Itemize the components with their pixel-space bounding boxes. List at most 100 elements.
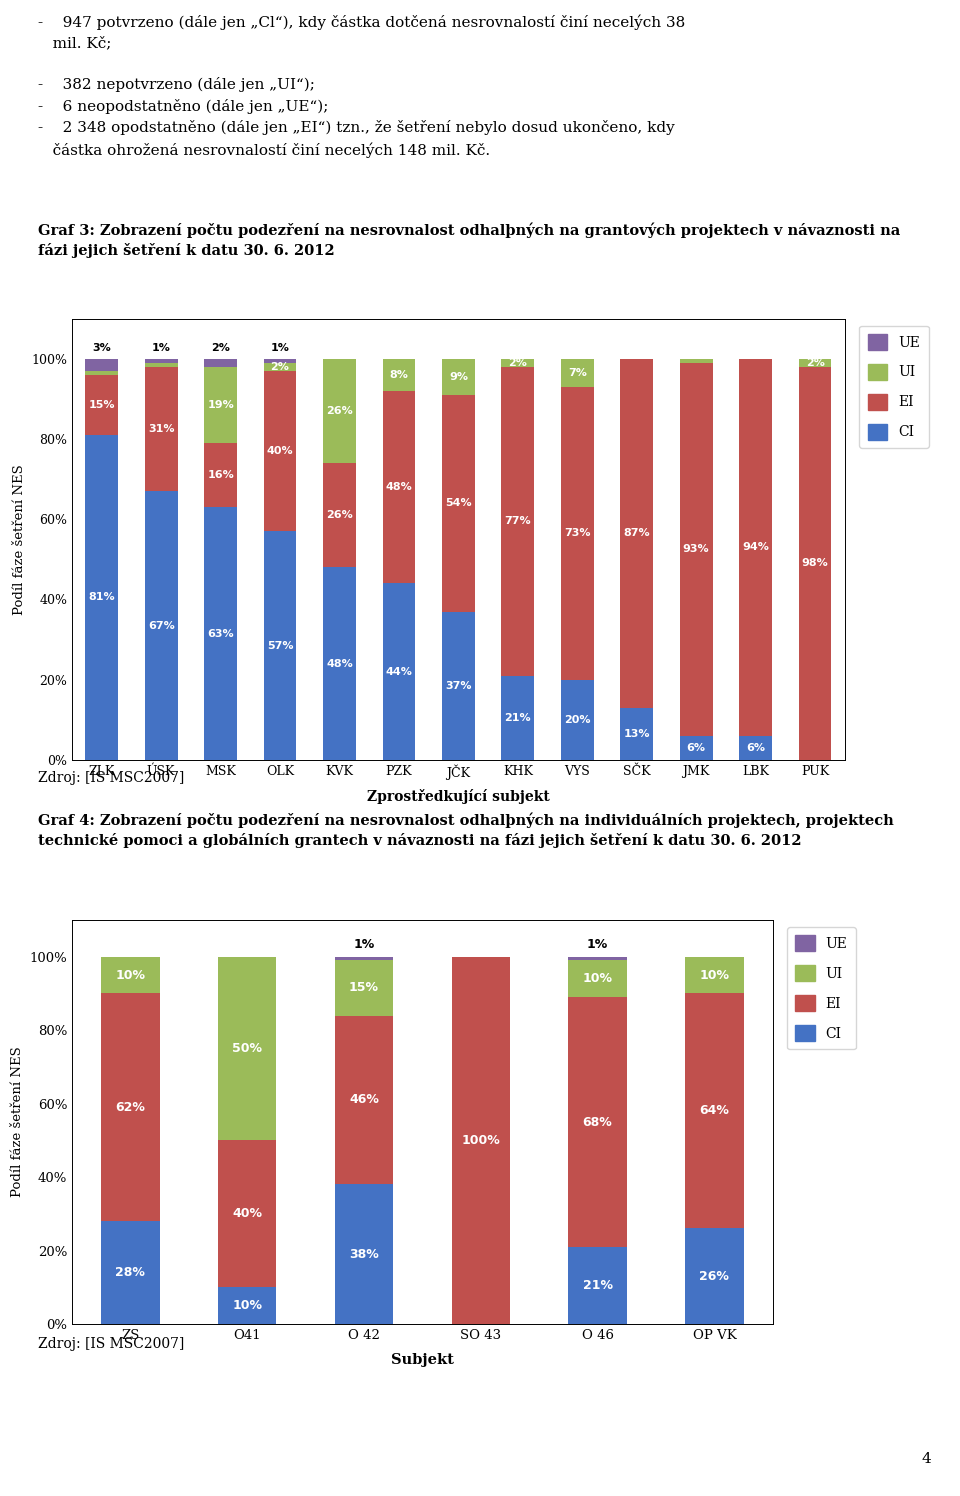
Bar <box>324 359 356 464</box>
Bar <box>501 359 534 367</box>
Text: 44%: 44% <box>386 667 413 676</box>
Bar <box>799 367 831 760</box>
Bar <box>218 1140 276 1287</box>
Text: 87%: 87% <box>623 528 650 539</box>
Bar <box>383 583 416 760</box>
Text: 31%: 31% <box>148 423 175 434</box>
X-axis label: Zprostředkující subjekt: Zprostředkující subjekt <box>367 788 550 803</box>
Text: 68%: 68% <box>583 1116 612 1128</box>
Bar <box>561 359 593 387</box>
Text: 63%: 63% <box>207 628 234 639</box>
Bar <box>568 960 627 998</box>
Text: -    947 potvrzeno (dále jen „Cl“), kdy částka dotčená nesrovnalostí činí necelý: - 947 potvrzeno (dále jen „Cl“), kdy čás… <box>38 15 685 157</box>
Bar <box>101 993 159 1221</box>
Bar <box>145 359 178 364</box>
Bar <box>101 1221 159 1324</box>
Bar <box>685 957 744 993</box>
Text: 7%: 7% <box>568 368 587 378</box>
Bar <box>335 1185 394 1324</box>
Bar <box>383 390 416 583</box>
Text: 73%: 73% <box>564 528 590 539</box>
Bar <box>145 364 178 367</box>
Text: 10%: 10% <box>232 1299 262 1312</box>
Bar <box>335 1016 394 1185</box>
Bar <box>264 371 297 531</box>
Text: 100%: 100% <box>462 1134 500 1147</box>
Bar <box>335 960 394 1016</box>
Bar <box>739 359 772 736</box>
Text: 37%: 37% <box>445 681 471 691</box>
Bar <box>561 679 593 760</box>
Text: 15%: 15% <box>349 981 379 995</box>
Bar <box>264 359 297 364</box>
Text: 2%: 2% <box>805 358 825 368</box>
Text: 28%: 28% <box>115 1266 145 1279</box>
Bar <box>85 371 118 375</box>
Bar <box>204 367 237 443</box>
Text: 48%: 48% <box>326 658 353 669</box>
Text: 77%: 77% <box>505 516 531 527</box>
Text: 57%: 57% <box>267 640 294 651</box>
Text: 54%: 54% <box>445 498 471 509</box>
Text: 1%: 1% <box>152 343 171 353</box>
Text: 9%: 9% <box>449 373 468 381</box>
Bar <box>264 364 297 371</box>
Legend: UE, UI, EI, CI: UE, UI, EI, CI <box>859 326 928 449</box>
Bar <box>324 567 356 760</box>
Text: 50%: 50% <box>232 1043 262 1055</box>
Bar <box>85 359 118 371</box>
Text: 81%: 81% <box>88 592 115 603</box>
Text: 1%: 1% <box>271 343 290 353</box>
Text: 13%: 13% <box>623 729 650 739</box>
Bar <box>561 387 593 679</box>
Bar <box>204 443 237 507</box>
Text: 67%: 67% <box>148 621 175 631</box>
Bar <box>568 1246 627 1324</box>
Bar <box>680 736 712 760</box>
Text: 64%: 64% <box>700 1104 730 1118</box>
Text: 10%: 10% <box>115 968 145 981</box>
Bar <box>145 367 178 491</box>
Text: Zdroj: [IS MSC2007]: Zdroj: [IS MSC2007] <box>38 772 184 785</box>
Bar <box>264 531 297 760</box>
Text: 6%: 6% <box>746 744 765 752</box>
Bar <box>451 957 510 1324</box>
Text: 26%: 26% <box>326 405 353 416</box>
Text: 3%: 3% <box>92 343 111 353</box>
Text: 40%: 40% <box>267 446 294 456</box>
Bar <box>218 1287 276 1324</box>
Text: 19%: 19% <box>207 399 234 410</box>
Bar <box>204 359 237 367</box>
Bar <box>685 1228 744 1324</box>
Text: 93%: 93% <box>683 545 709 555</box>
Bar <box>335 957 394 960</box>
Bar <box>685 993 744 1228</box>
Text: 26%: 26% <box>326 510 353 521</box>
Text: 2%: 2% <box>509 358 527 368</box>
Text: 48%: 48% <box>386 482 413 492</box>
Bar <box>568 957 627 960</box>
Text: 20%: 20% <box>564 715 590 726</box>
Text: 4: 4 <box>922 1451 931 1466</box>
Text: 2%: 2% <box>271 362 290 373</box>
Y-axis label: Podíl fáze šetření NES: Podíl fáze šetření NES <box>11 1047 24 1197</box>
Text: Graf 3: Zobrazení počtu podezření na nesrovnalost odhalþných na grantových proje: Graf 3: Zobrazení počtu podezření na nes… <box>38 223 900 259</box>
Text: 1%: 1% <box>353 938 374 951</box>
Text: 98%: 98% <box>802 558 828 568</box>
Bar <box>204 507 237 760</box>
Text: 10%: 10% <box>583 972 612 986</box>
Text: 62%: 62% <box>115 1101 145 1115</box>
Bar <box>568 998 627 1246</box>
Text: 38%: 38% <box>349 1248 379 1261</box>
Y-axis label: Podíl fáze šetření NES: Podíl fáze šetření NES <box>12 464 26 615</box>
Text: 10%: 10% <box>700 968 730 981</box>
Bar <box>680 359 712 364</box>
Text: 6%: 6% <box>686 744 706 752</box>
Text: 15%: 15% <box>88 399 115 410</box>
Bar <box>101 957 159 993</box>
Bar <box>85 375 118 435</box>
Text: 21%: 21% <box>505 712 531 723</box>
Bar <box>324 464 356 567</box>
Text: 16%: 16% <box>207 470 234 480</box>
Bar <box>442 395 475 612</box>
